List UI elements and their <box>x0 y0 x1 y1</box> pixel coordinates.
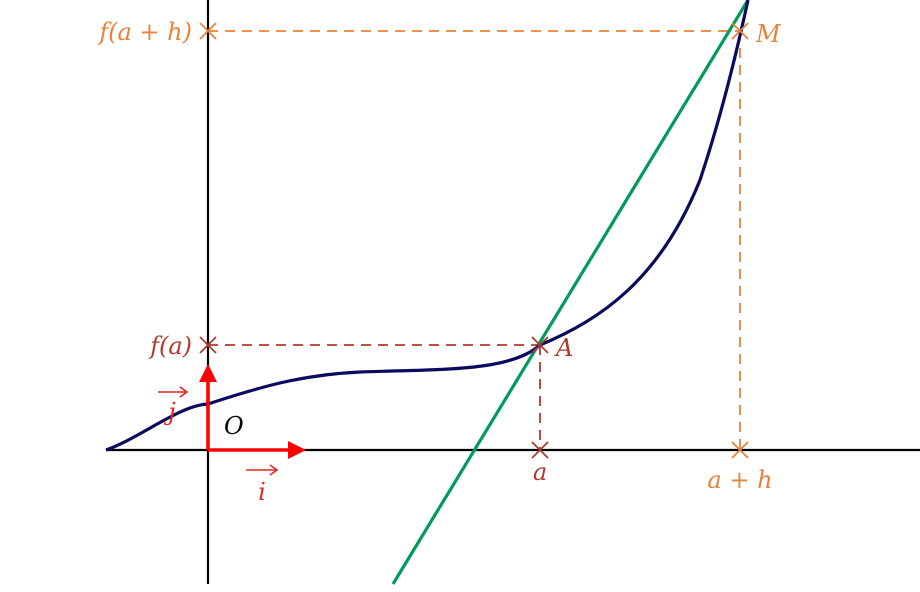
label-f-a-plus-h: f(a + h) <box>97 18 192 46</box>
unit-vector-i <box>208 441 306 459</box>
vector-i-arrow-icon <box>246 464 279 476</box>
label-origin: O <box>224 412 244 440</box>
marker-f-a-plus-h <box>199 22 217 40</box>
point-m-guides <box>208 30 741 450</box>
label-vector-j: j <box>163 398 176 426</box>
marker-point-a <box>531 336 549 354</box>
marker-f-a <box>199 336 217 354</box>
marker-tick-a <box>531 441 549 459</box>
marker-point-m <box>731 22 749 40</box>
label-tick-a-plus-h: a + h <box>707 466 772 494</box>
label-vector-i: i <box>258 478 266 506</box>
label-f-a: f(a) <box>148 332 192 360</box>
label-tick-a: a <box>533 458 547 486</box>
label-point-a: A <box>554 334 573 362</box>
vector-j-arrow-icon <box>158 386 189 398</box>
marker-tick-a-plus-h <box>731 441 749 459</box>
tangent-line <box>391 0 750 585</box>
point-a-guides <box>208 344 541 450</box>
unit-vector-j <box>199 364 217 450</box>
function-curve <box>105 0 750 452</box>
label-point-m: M <box>755 20 782 48</box>
